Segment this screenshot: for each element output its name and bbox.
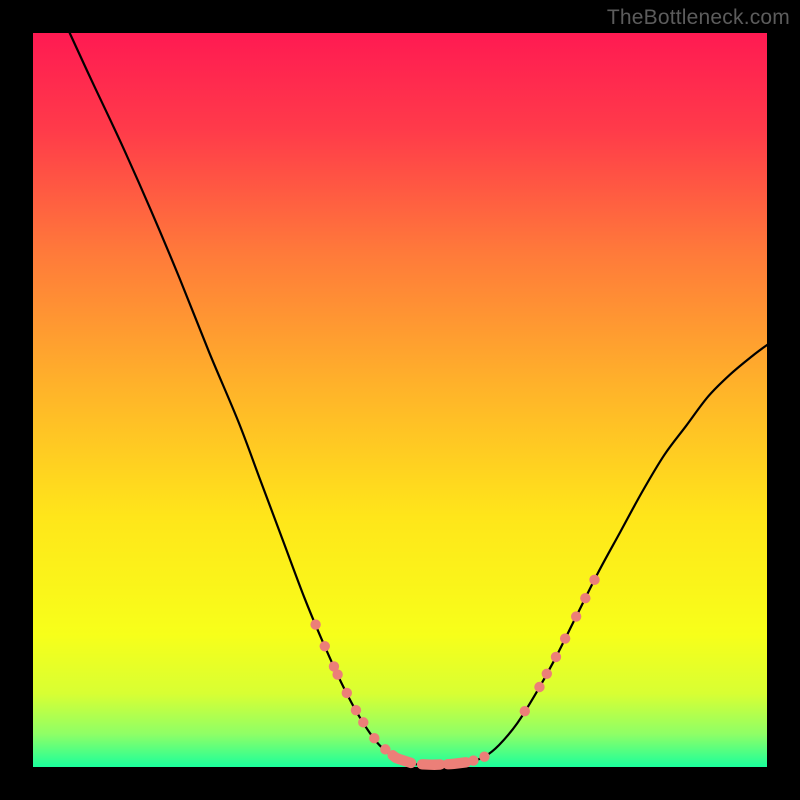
highlight-dot xyxy=(542,669,552,679)
highlight-dot xyxy=(479,752,489,762)
highlight-dot xyxy=(342,688,352,698)
highlight-dot xyxy=(520,706,530,716)
highlight-dot xyxy=(560,633,570,643)
highlight-dot xyxy=(358,717,368,727)
highlight-dot xyxy=(571,611,581,621)
highlight-dot xyxy=(351,705,361,715)
chart-stage: TheBottleneck.com xyxy=(0,0,800,800)
highlight-dot xyxy=(534,682,544,692)
highlight-dot xyxy=(551,652,561,662)
highlight-dot xyxy=(589,575,599,585)
gradient-background xyxy=(33,33,767,767)
highlight-dot xyxy=(580,593,590,603)
highlight-dot xyxy=(332,669,342,679)
highlight-dot xyxy=(468,755,478,765)
watermark-text: TheBottleneck.com xyxy=(607,6,790,30)
highlight-dash xyxy=(448,762,466,764)
highlight-dot xyxy=(369,733,379,743)
bottleneck-chart xyxy=(0,0,800,800)
highlight-dot xyxy=(320,641,330,651)
highlight-dot xyxy=(310,619,320,629)
